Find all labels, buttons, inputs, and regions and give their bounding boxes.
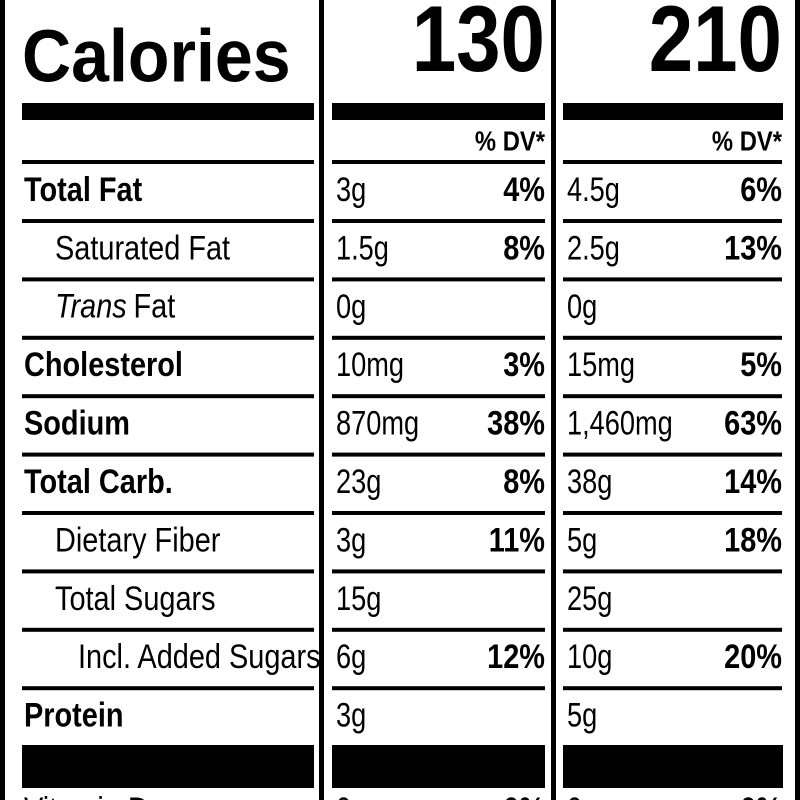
row-label: Cholesterol [24,345,183,384]
row-rule [332,686,545,691]
row-rule [563,452,782,457]
column-divider [551,0,556,800]
dv-header: % DV* [475,125,546,157]
daily-value: 8% [503,228,545,267]
daily-value: 6% [740,170,782,209]
row-rule [563,160,782,164]
daily-value: 5% [740,345,782,384]
column-divider [319,0,324,800]
row-rule [22,277,314,282]
row-rule [563,277,782,282]
daily-value: 20% [724,637,782,676]
row-rule [22,627,314,632]
amount: 0g [336,287,366,326]
daily-value: 13% [724,228,782,267]
amount: 0mcg [567,790,633,800]
amount: 3g [336,696,366,735]
row-rule [563,569,782,574]
row-label: Sodium [24,403,130,442]
amount: 15mg [567,345,635,384]
calories-value: 130 [412,0,545,91]
dv-header: % DV* [712,125,783,157]
daily-value: 3% [503,345,545,384]
amount: 870mg [336,404,419,443]
border [795,0,800,800]
row-rule [22,686,314,691]
daily-value: 11% [489,520,545,559]
row-rule [563,511,782,515]
amount: 4.5g [567,170,620,209]
row-rule [22,569,314,574]
row-label: Vitamin D [24,790,149,800]
row-label: Total Carb. [24,462,173,501]
row-rule [563,219,782,223]
amount: 1.5g [336,228,389,267]
row-label: Incl. Added Sugars [78,637,321,676]
label-italic: Trans [55,287,127,326]
row-rule [332,394,545,399]
row-label: Total Fat [24,170,143,209]
amount: 15g [336,579,381,618]
amount: 23g [336,462,381,501]
row-rule [563,335,782,340]
row-rule [563,394,782,399]
thick-rule [332,745,545,788]
row-rule [332,277,545,282]
thick-rule [332,103,545,120]
label-text: Fat [134,287,176,326]
amount: 3g [336,170,366,209]
row-label: Saturated Fat [55,228,230,267]
thick-rule [22,103,314,120]
amount: 5g [567,696,597,735]
thick-rule [22,745,314,788]
daily-value: 0% [740,790,782,800]
row-rule [332,511,545,515]
row-rule [22,160,314,164]
row-rule [22,219,314,223]
row-rule [332,219,545,223]
daily-value: 8% [503,462,545,501]
amount: 10g [567,637,612,676]
row-rule [332,160,545,164]
amount: 2.5g [567,228,620,267]
amount: 5g [567,520,597,559]
row-rule [22,511,314,515]
border [0,0,5,800]
daily-value: 14% [724,462,782,501]
row-rule [563,686,782,691]
row-label: Total Sugars [55,579,216,618]
row-rule [332,335,545,340]
amount: 10mg [336,345,404,384]
daily-value: 18% [724,520,782,559]
amount: 3g [336,520,366,559]
daily-value: 38% [487,403,545,442]
row-rule [332,627,545,632]
row-label: Protein [24,695,124,734]
amount: 0g [567,287,597,326]
row-rule [563,627,782,632]
amount: 1,460mg [567,404,673,443]
amount: 6g [336,637,366,676]
daily-value: 63% [724,403,782,442]
row-rule [22,394,314,399]
row-rule [22,335,314,340]
row-rule [332,452,545,457]
row-label: Trans Fat [55,287,175,326]
daily-value: 4% [503,170,545,209]
row-label: Dietary Fiber [55,520,220,559]
thick-rule [563,103,783,120]
row-rule [22,452,314,457]
calories-value: 210 [649,0,782,91]
row-rule [332,569,545,574]
amount: 38g [567,462,612,501]
amount: 0mcg [336,790,402,800]
amount: 25g [567,579,612,618]
calories-label: Calories [22,16,291,98]
daily-value: 0% [503,790,545,800]
thick-rule [563,745,783,788]
daily-value: 12% [487,637,545,676]
